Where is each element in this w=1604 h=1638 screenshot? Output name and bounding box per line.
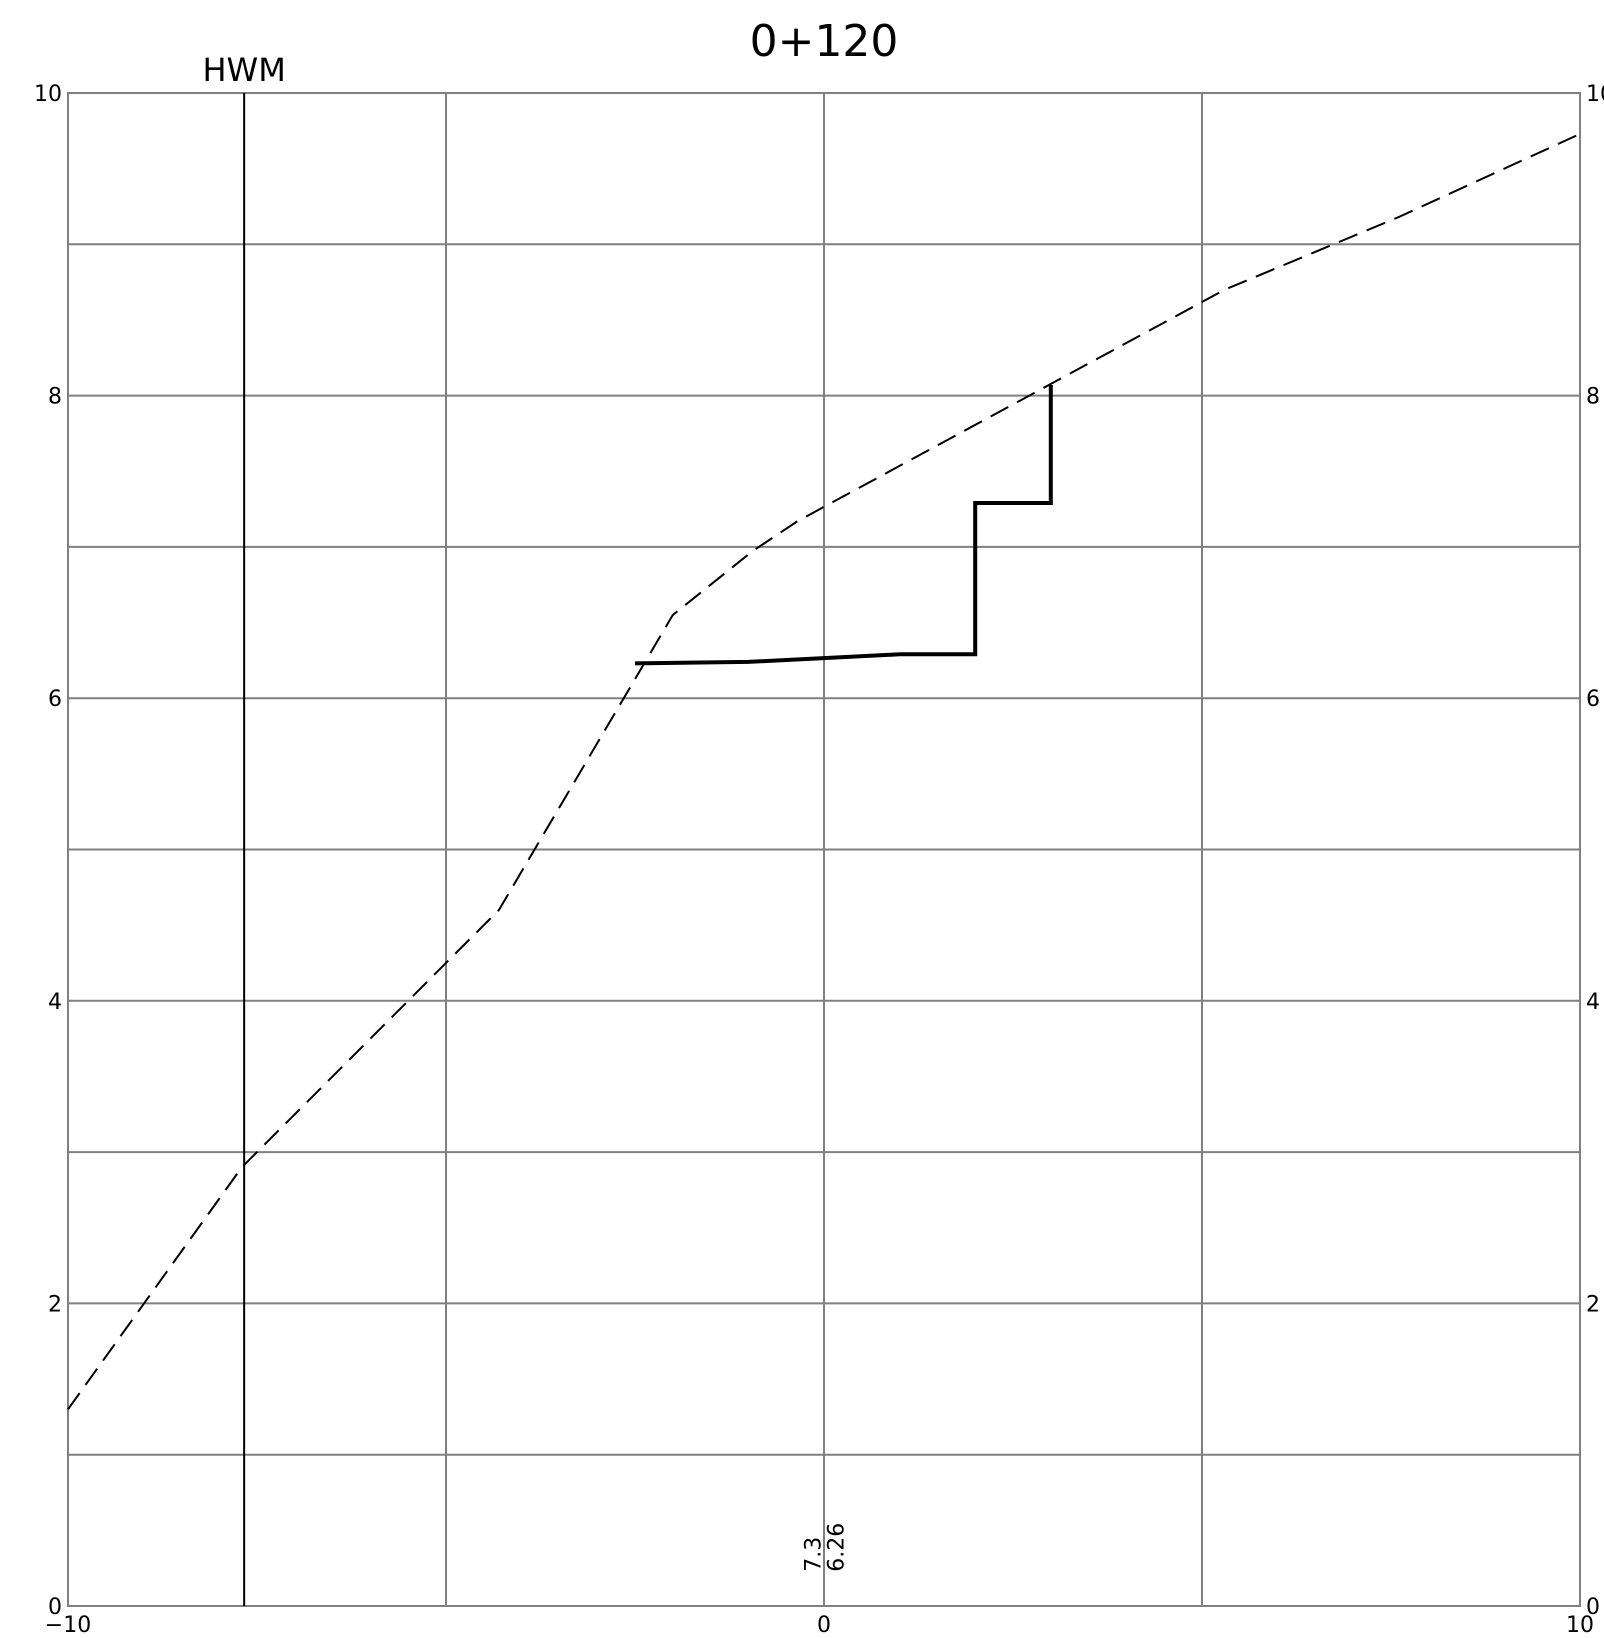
y-tick-label-right: 8 [1586,385,1600,410]
existing-ground-line [67,132,1581,1410]
y-tick-label-left: 6 [48,687,62,712]
annotations: 7.36.26 [802,1523,850,1572]
y-tick-label-right: 0 [1586,1595,1600,1620]
y-tick-label-right: 6 [1586,687,1600,712]
grid [67,92,1581,1607]
plot-frame [67,92,1581,1607]
y-tick-label-left: 2 [48,1292,62,1317]
y-tick-label-left: 0 [48,1595,62,1620]
x-tick-label: 0 [817,1613,831,1638]
y-tick-label-right: 10 [1586,82,1604,107]
elevation-annotation: 6.26 [824,1523,849,1572]
elevation-annotation: 7.3 [802,1537,827,1572]
y-tick-label-left: 8 [48,385,62,410]
x-tick-label: 10 [1566,1613,1594,1638]
y-tick-label-left: 10 [34,82,62,107]
y-tick-label-right: 2 [1586,1292,1600,1317]
y-tick-label-left: 4 [48,990,62,1015]
hwm-label: HWM [202,51,285,89]
design-profile-line [634,385,1053,666]
y-tick-label-right: 4 [1586,990,1600,1015]
chart-title: 0+120 [750,16,899,67]
x-tick-label: −10 [45,1613,91,1638]
series-lines [67,132,1581,1410]
